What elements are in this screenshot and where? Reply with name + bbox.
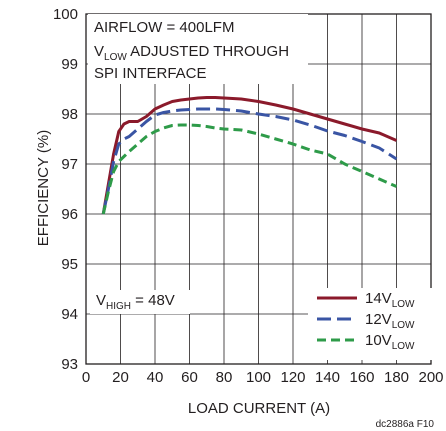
- y-tick-label: 93: [61, 356, 78, 373]
- legend-label-14v: 14VLOW: [365, 290, 415, 310]
- x-tick-label: 180: [384, 369, 409, 386]
- y-tick-label: 97: [61, 156, 78, 173]
- x-tick-label: 140: [315, 369, 340, 386]
- y-tick-label: 99: [61, 56, 78, 73]
- tick-label-layer: 0 20 40 60 80 100 120 140 160 180 200 93 94 95 96 97 98 9…: [53, 6, 444, 386]
- y-tick-label: 98: [61, 106, 78, 123]
- y-tick-label: 95: [61, 256, 78, 273]
- series-line-10v: [101, 123, 398, 215]
- x-tick-label: 120: [280, 369, 305, 386]
- legend-label-10v: 10VLOW: [365, 332, 415, 352]
- y-axis-title: EFFICIENCY (%): [35, 130, 52, 246]
- annotation-vhigh-block: VHIGH = 48V: [90, 290, 190, 314]
- x-tick-label: 60: [181, 369, 198, 386]
- x-tick-label: 100: [246, 369, 271, 386]
- y-tick-label: 94: [61, 306, 78, 323]
- x-tick-label: 160: [349, 369, 374, 386]
- y-tick-label: 100: [53, 6, 78, 23]
- annotation-background: [88, 14, 308, 84]
- annotation-vhigh: VHIGH = 48V: [96, 292, 175, 312]
- x-axis-title: LOAD CURRENT (A): [188, 400, 330, 417]
- annotation-vhigh-background: [90, 290, 190, 314]
- series-line-12v: [101, 107, 398, 215]
- figure-code-note: dc2886a F10: [376, 419, 435, 430]
- annotation-airflow-block: AIRFLOW = 400LFM VLOW ADJUSTED THROUGH S…: [88, 14, 308, 84]
- annotation-spi-interface: SPI INTERFACE: [94, 65, 207, 82]
- series-line-14v: [101, 96, 398, 215]
- series-layer: [101, 96, 398, 215]
- legend-background: [308, 288, 432, 360]
- x-tick-label: 200: [418, 369, 443, 386]
- x-tick-label: 40: [147, 369, 164, 386]
- x-tick-label: 0: [82, 369, 90, 386]
- annotation-airflow: AIRFLOW = 400LFM: [94, 19, 234, 36]
- y-tick-label: 96: [61, 206, 78, 223]
- x-tick-label: 20: [112, 369, 129, 386]
- x-tick-label: 80: [216, 369, 233, 386]
- annotation-vlow-adjusted: VLOW ADJUSTED THROUGH: [94, 43, 289, 63]
- legend-label-12v: 12VLOW: [365, 311, 415, 331]
